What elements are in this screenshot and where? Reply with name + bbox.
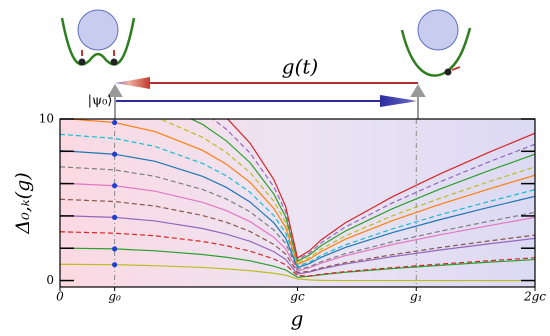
series-line <box>60 182 535 272</box>
sweep-arrows <box>107 77 426 119</box>
y-axis-label: Δ₀,ₖ(g) <box>12 172 34 234</box>
point-marker <box>112 183 118 189</box>
point-marker <box>112 262 118 268</box>
plot-area <box>60 119 535 287</box>
single-well-illustration <box>400 9 472 77</box>
x-tick-label: 2gc <box>523 290 546 304</box>
point-marker <box>112 214 118 220</box>
series-line <box>60 263 535 282</box>
annotation-top: g(t) <box>282 55 318 79</box>
series-line <box>60 198 535 274</box>
y-tick-label: 0 <box>46 273 54 287</box>
series-line <box>60 150 535 269</box>
point-marker <box>112 246 118 252</box>
x-axis-label: g <box>291 307 304 331</box>
series-line <box>60 215 535 275</box>
series-line <box>60 133 535 267</box>
series-line <box>60 166 535 270</box>
series-group <box>60 119 535 282</box>
y-tick-label: 10 <box>39 112 54 126</box>
series-line <box>189 119 535 263</box>
series-line <box>60 247 535 278</box>
series-line <box>226 119 535 259</box>
x-tick-label: 0 <box>56 290 64 304</box>
series-line <box>158 119 535 264</box>
double-well-illustration <box>60 9 136 66</box>
point-marker <box>112 151 118 157</box>
point-marker <box>112 119 118 126</box>
state-label: |ψ₀⟩ <box>88 94 113 109</box>
series-line <box>62 119 535 266</box>
x-tick-label: g₀ <box>108 290 121 304</box>
x-tick-label: gc <box>290 290 305 304</box>
x-tick-label: g₁ <box>410 290 423 304</box>
series-line <box>211 119 535 261</box>
